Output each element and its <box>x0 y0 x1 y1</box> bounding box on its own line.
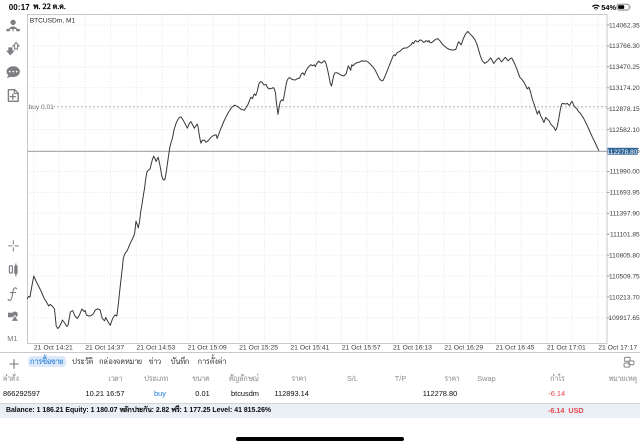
svg-text:112582.10: 112582.10 <box>609 127 640 134</box>
svg-text:21 Oct 14:37: 21 Oct 14:37 <box>85 345 124 352</box>
svg-text:110805.80: 110805.80 <box>609 252 640 259</box>
svg-text:M1: M1 <box>7 334 17 343</box>
svg-text:buy 0.01: buy 0.01 <box>29 104 55 111</box>
svg-text:112278.80: 112278.80 <box>607 149 638 156</box>
svg-text:114062.35: 114062.35 <box>609 22 640 29</box>
svg-text:113174.20: 113174.20 <box>609 85 640 92</box>
svg-text:111397.90: 111397.90 <box>609 211 640 218</box>
svg-text:21 Oct 15:41: 21 Oct 15:41 <box>290 345 329 352</box>
svg-text:110509.75: 110509.75 <box>609 273 640 280</box>
svg-text:112878.15: 112878.15 <box>609 106 640 113</box>
svg-text:BTCUSDm, M1: BTCUSDm, M1 <box>30 17 76 24</box>
svg-text:111693.95: 111693.95 <box>609 190 640 197</box>
svg-text:113470.25: 113470.25 <box>609 64 640 71</box>
svg-text:21 Oct 14:53: 21 Oct 14:53 <box>137 345 176 352</box>
svg-text:111990.00: 111990.00 <box>609 169 640 176</box>
svg-text:21 Oct 14:21: 21 Oct 14:21 <box>34 345 73 352</box>
svg-text:109917.65: 109917.65 <box>609 315 640 322</box>
svg-text:21 Oct 16:13: 21 Oct 16:13 <box>393 345 432 352</box>
svg-text:21 Oct 16:45: 21 Oct 16:45 <box>496 345 535 352</box>
svg-text:21 Oct 15:09: 21 Oct 15:09 <box>188 345 227 352</box>
svg-text:21 Oct 15:57: 21 Oct 15:57 <box>342 345 381 352</box>
svg-text:21 Oct 16:29: 21 Oct 16:29 <box>444 345 483 352</box>
svg-text:113766.30: 113766.30 <box>609 43 640 50</box>
svg-text:110213.70: 110213.70 <box>609 294 640 301</box>
svg-text:21 Oct 17:17: 21 Oct 17:17 <box>598 345 637 352</box>
svg-text:21 Oct 17:01: 21 Oct 17:01 <box>547 345 586 352</box>
svg-text:21 Oct 15:25: 21 Oct 15:25 <box>239 345 278 352</box>
svg-text:111101.85: 111101.85 <box>610 232 640 239</box>
